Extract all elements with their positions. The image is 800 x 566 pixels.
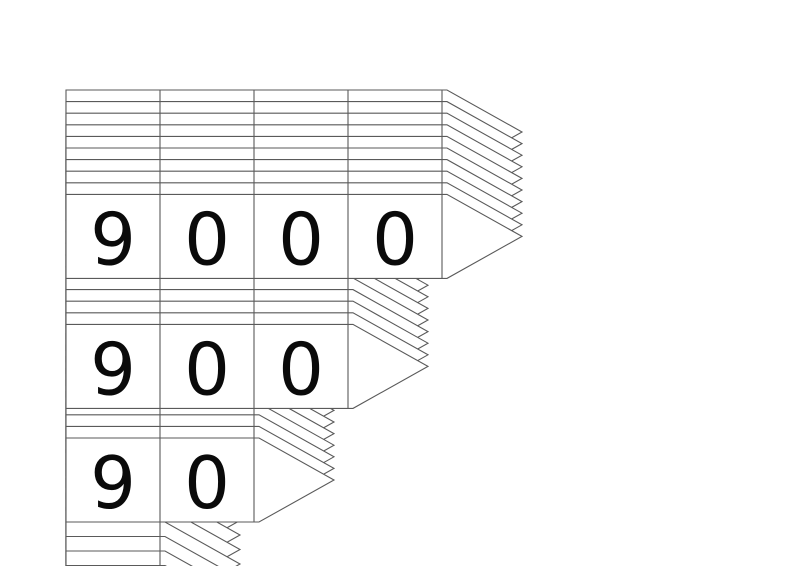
card-shape <box>65 193 524 279</box>
card-digit-thousands-3: 0 <box>372 197 418 281</box>
card-digit-tens-1: 0 <box>184 441 230 525</box>
card-digit-hundreds-2: 0 <box>278 327 324 411</box>
card-digit-thousands-2: 0 <box>278 197 324 281</box>
card-digit-thousands-0: 9 <box>90 197 136 281</box>
card-shape <box>65 323 430 409</box>
card-shape <box>65 437 336 523</box>
card-digit-hundreds-0: 9 <box>90 327 136 411</box>
card-digit-thousands-1: 0 <box>184 197 230 281</box>
card-digit-hundreds-1: 0 <box>184 327 230 411</box>
card-digit-tens-0: 9 <box>90 441 136 525</box>
